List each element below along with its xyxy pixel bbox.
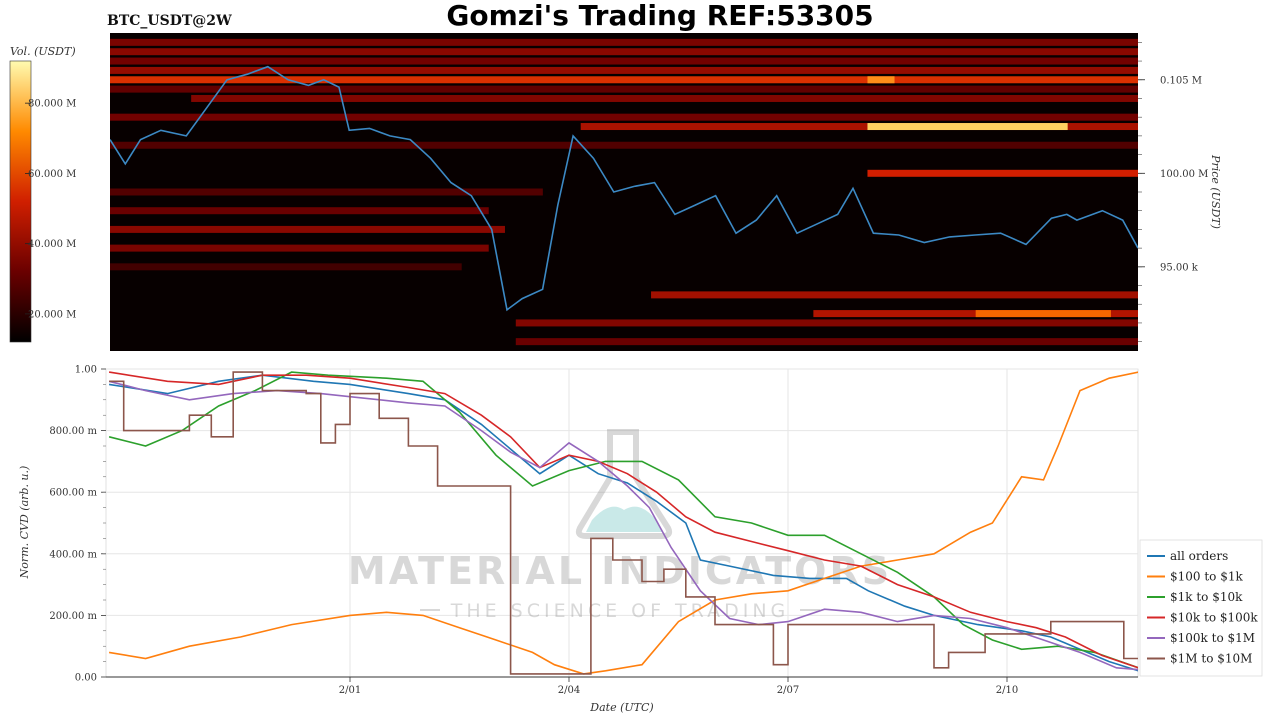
heatmap-level-15 <box>110 263 462 271</box>
cvd-x-tick-label: 2/04 <box>558 685 580 696</box>
price-axis-ticks: 95.00 k 100.00 M 0.105 M <box>1138 42 1208 342</box>
cvd-y-tick-label: 800.00 m <box>49 426 97 437</box>
watermark-tagline: THE SCIENCE OF TRADING <box>450 600 790 622</box>
legend-entry-0: all orders <box>1170 549 1228 563</box>
price-tick-label: 0.105 M <box>1160 75 1202 86</box>
cvd-series-line-1 <box>108 371 1138 675</box>
price-line <box>110 65 1138 312</box>
heatmap-level-6 <box>191 94 1138 102</box>
cvd-x-axis-label: Date (UTC) <box>589 701 653 714</box>
heatmap-level-16 <box>651 291 1138 299</box>
cvd-series-line-3 <box>108 371 1138 669</box>
legend-box <box>1139 539 1263 677</box>
heatmap-level-4 <box>110 76 1138 84</box>
heatmap-level-7 <box>110 113 1138 121</box>
legend-entry-4: $100k to $1M <box>1170 631 1255 645</box>
heatmap-level-8 <box>580 123 1138 131</box>
pair-label: BTC_USDT@2W <box>107 13 232 29</box>
heatmap-level-9 <box>110 141 1138 149</box>
heatmap-level-3 <box>110 66 1138 74</box>
legend-entry-3: $10k to $100k <box>1170 611 1258 625</box>
cvd-y-axis-label: Norm. CVD (arb. u.) <box>18 466 31 580</box>
heatmap-level-5 <box>110 85 1138 93</box>
legend-entry-5: $1M to $10M <box>1170 652 1252 666</box>
heatmap-hotspot-2 <box>975 310 1111 318</box>
colorbar-tick-label: 80.000 M <box>28 99 76 110</box>
price-tick-label: 100.00 M <box>1160 169 1208 180</box>
cvd-x-tick-label: 2/10 <box>996 685 1018 696</box>
cvd-x-tick-label: 2/01 <box>339 685 361 696</box>
heatmap-level-11 <box>110 188 543 196</box>
cvd-series-lines <box>108 371 1138 675</box>
watermark: MATERIAL INDICATORS THE SCIENCE OF TRADI… <box>348 429 892 622</box>
cvd-axis-ticks: 0.00 200.00 m 400.00 m 600.00 m 800.00 m 1.00… <box>49 365 1138 696</box>
heatmap-level-2 <box>110 57 1138 65</box>
legend-entry-2: $1k to $10k <box>1170 590 1243 604</box>
heatmap-level-13 <box>110 225 505 233</box>
cvd-y-tick-label: 600.00 m <box>49 488 97 499</box>
colorbar-tick-label: 20.000 M <box>28 309 76 320</box>
heatmap-level-18 <box>515 319 1138 327</box>
legend: all orders $100 to $1k $1k to $10k $10k to … <box>1147 549 1258 666</box>
cvd-y-tick-label: 400.00 m <box>49 549 97 560</box>
heatmap-level-0 <box>110 38 1138 46</box>
cvd-series-line-0 <box>108 374 1138 672</box>
heatmap-levels <box>110 38 1138 346</box>
heatmap-hotspot-0 <box>867 76 895 84</box>
flask-icon <box>575 429 673 539</box>
colorbar-tick-label: 60.000 M <box>28 169 76 180</box>
legend-entry-1: $100 to $1k <box>1170 570 1243 584</box>
heatmap-level-12 <box>110 207 489 215</box>
heatmap-level-14 <box>110 244 489 252</box>
cvd-y-tick-label: 1.00 <box>75 365 97 376</box>
heatmap-level-1 <box>110 48 1138 56</box>
colorbar <box>9 60 32 343</box>
colorbar-tick-label: 40.000 M <box>28 239 76 250</box>
colorbar-ticks: 20.000 M 40.000 M 60.000 M 80.000 M <box>25 99 76 320</box>
price-axis-label: Price (USDT) <box>1209 154 1222 229</box>
heatmap-level-19 <box>515 338 1138 346</box>
chart-title: Gomzi's Trading REF:53305 <box>446 0 873 32</box>
cvd-series-line-2 <box>108 371 1138 669</box>
cvd-series-line-5 <box>109 371 1138 675</box>
watermark-brand: MATERIAL INDICATORS <box>348 549 892 593</box>
cvd-y-tick-label: 200.00 m <box>49 611 97 622</box>
cvd-y-tick-label: 0.00 <box>75 673 97 684</box>
colorbar-label: Vol. (USDT) <box>10 45 76 58</box>
cvd-x-tick-label: 2/07 <box>777 685 799 696</box>
price-tick-label: 95.00 k <box>1160 262 1199 273</box>
heatmap-hotspot-1 <box>867 123 1068 131</box>
heatmap-level-10 <box>867 169 1138 177</box>
